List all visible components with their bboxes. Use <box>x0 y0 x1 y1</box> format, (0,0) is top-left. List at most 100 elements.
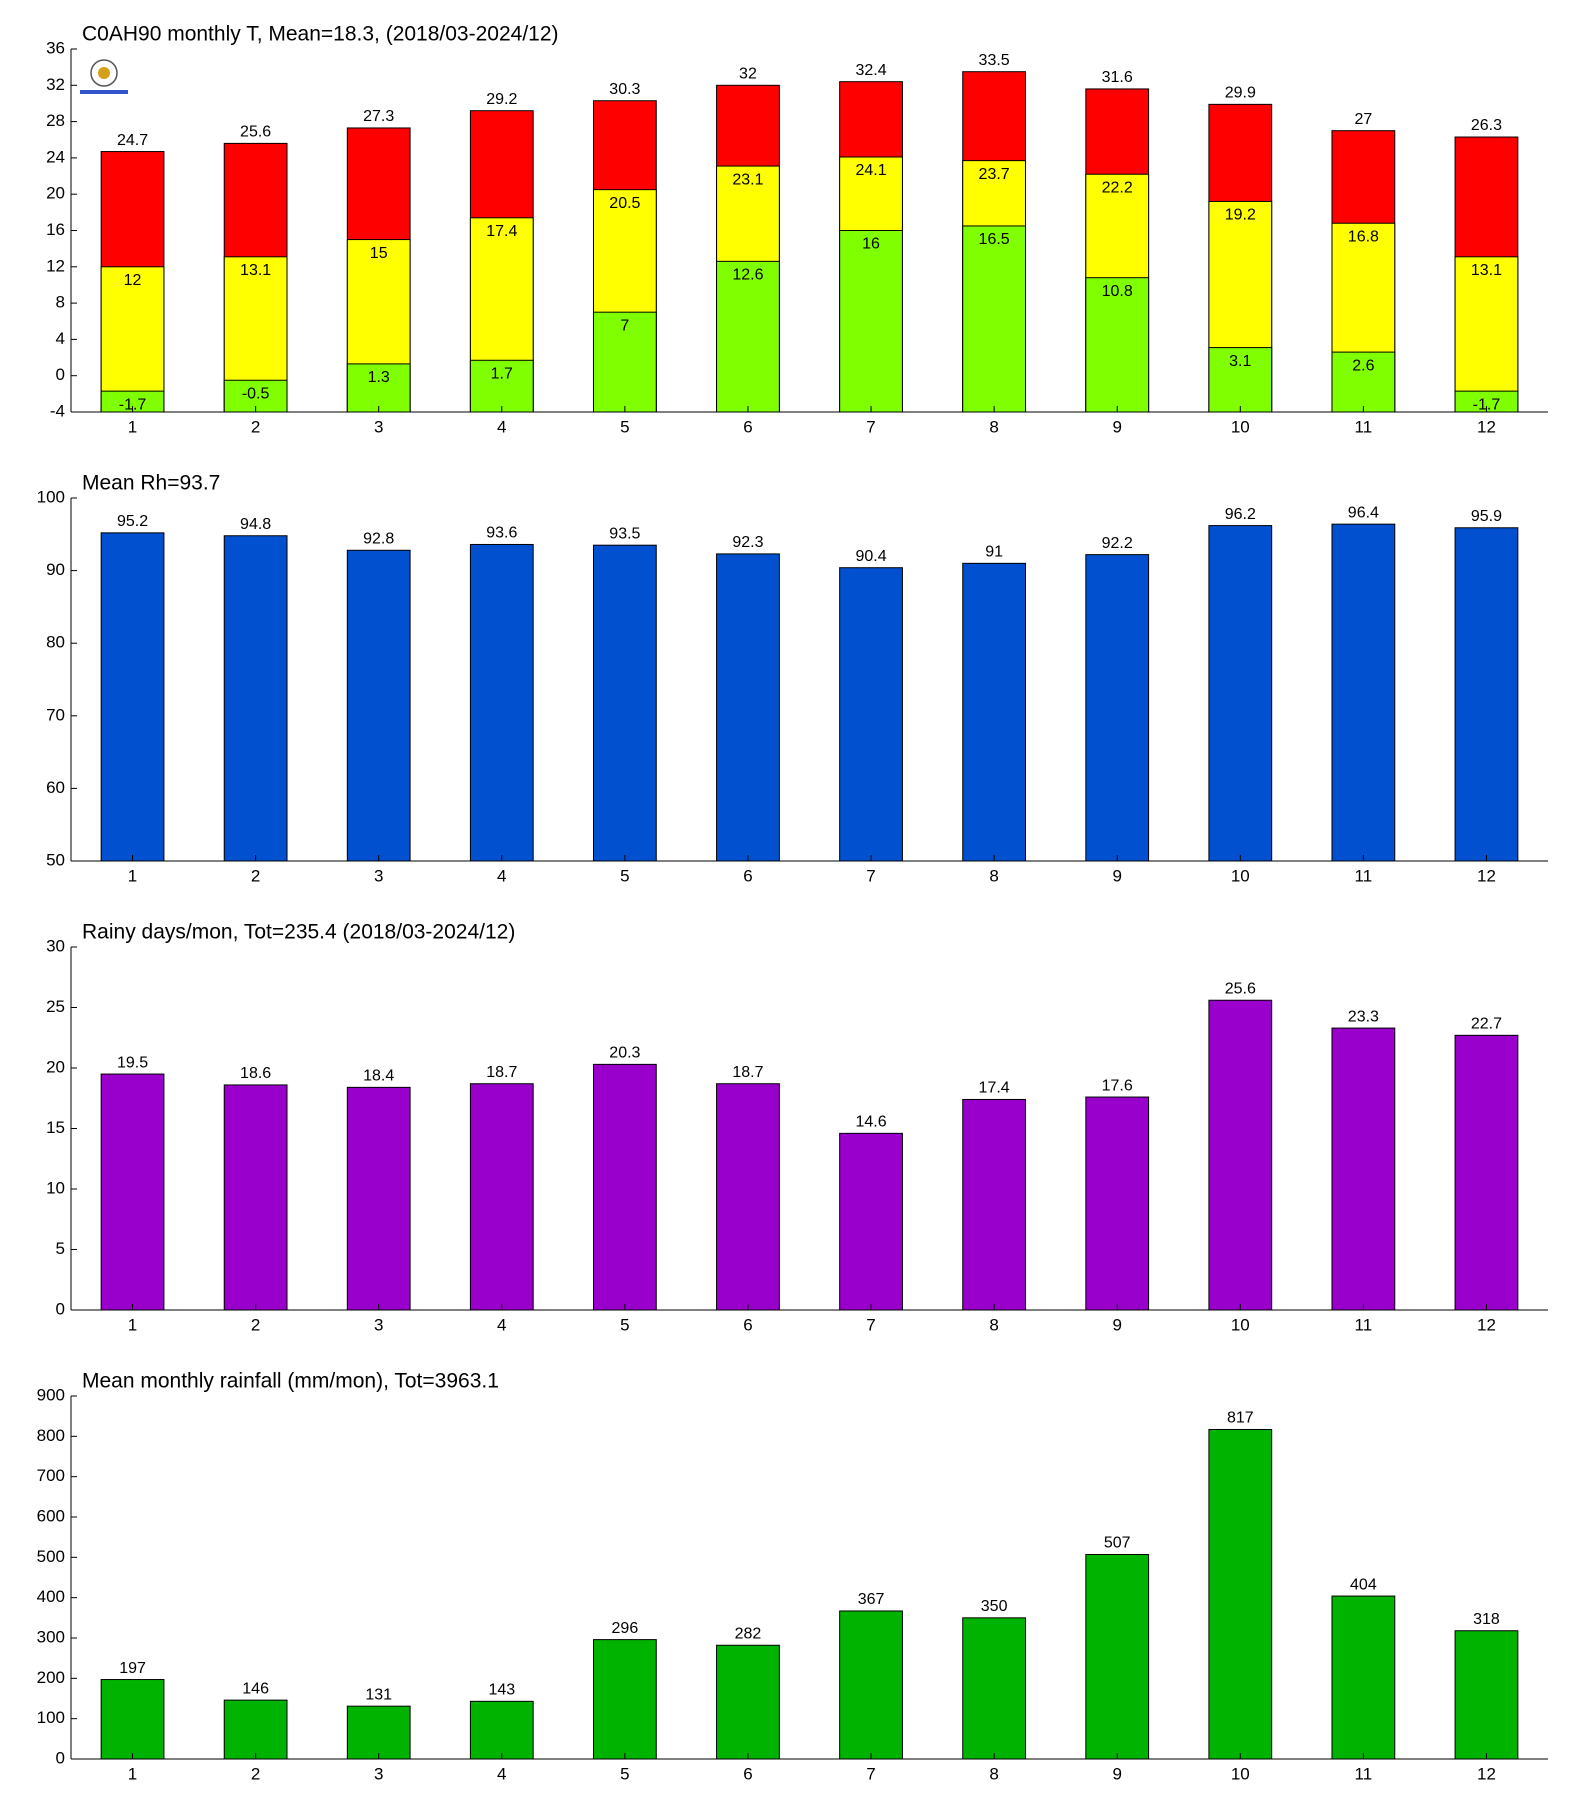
value-label: 17.4 <box>979 1080 1010 1097</box>
value-label: 14.6 <box>855 1114 886 1131</box>
bar <box>1208 999 1273 1311</box>
x-tick-label: 8 <box>989 1315 998 1334</box>
value-label: -1.7 <box>119 396 147 413</box>
bar <box>1085 554 1150 862</box>
y-tick-label: -4 <box>50 401 65 420</box>
y-tick-label: 16 <box>46 220 65 239</box>
y-tick-label: 500 <box>37 1547 65 1566</box>
y-tick-label: 25 <box>46 997 65 1016</box>
x-tick-label: 5 <box>620 866 629 885</box>
value-label: 17.6 <box>1102 1077 1133 1094</box>
y-tick-label: 200 <box>37 1668 65 1687</box>
x-tick-label: 7 <box>866 1764 875 1783</box>
chart-panel: Mean monthly rainfall (mm/mon), Tot=3963… <box>37 1370 1548 1783</box>
value-label: 19.5 <box>117 1054 148 1071</box>
y-tick-label: 8 <box>56 293 65 312</box>
chart-panel: Rainy days/mon, Tot=235.4 (2018/03-2024/… <box>46 921 1548 1334</box>
x-tick-label: 5 <box>620 417 629 436</box>
bar <box>1085 1554 1150 1760</box>
x-tick-label: 6 <box>743 866 752 885</box>
x-tick-label: 6 <box>743 1315 752 1334</box>
chart-title: C0AH90 monthly T, Mean=18.3, (2018/03-20… <box>82 23 559 46</box>
bar <box>592 1063 657 1311</box>
value-label: -0.5 <box>242 385 270 402</box>
value-label: 16 <box>862 236 880 253</box>
x-tick-label: 1 <box>128 866 137 885</box>
value-label: 1.3 <box>368 369 390 386</box>
value-label: 3.1 <box>1229 353 1251 370</box>
bar <box>1331 1027 1396 1311</box>
value-label: 27 <box>1354 111 1372 128</box>
bar <box>346 1705 411 1760</box>
value-label: 15 <box>370 245 388 262</box>
bar <box>1454 527 1519 862</box>
x-tick-label: 1 <box>128 1764 137 1783</box>
bar <box>716 553 780 862</box>
y-tick-label: 4 <box>56 329 65 348</box>
value-label: 29.2 <box>486 91 517 108</box>
bar <box>592 544 657 862</box>
x-tick-label: 2 <box>251 417 260 436</box>
x-tick-label: 9 <box>1112 1315 1121 1334</box>
bar <box>469 1083 534 1311</box>
y-tick-label: 36 <box>46 38 65 57</box>
bar <box>1331 351 1396 413</box>
bar <box>592 311 657 413</box>
bar <box>100 266 165 413</box>
y-tick-label: 10 <box>46 1178 65 1197</box>
value-label: 507 <box>1104 1535 1131 1552</box>
x-tick-label: 5 <box>620 1315 629 1334</box>
x-tick-label: 4 <box>497 1315 506 1334</box>
bar <box>100 1073 165 1311</box>
x-tick-label: 4 <box>497 866 506 885</box>
value-label: 24.1 <box>855 162 886 179</box>
bar <box>100 1679 165 1760</box>
value-label: 318 <box>1473 1611 1500 1628</box>
y-tick-label: 400 <box>37 1587 65 1606</box>
value-label: 16.5 <box>979 231 1010 248</box>
chart-title: Mean monthly rainfall (mm/mon), Tot=3963… <box>82 1370 499 1393</box>
value-label: 23.7 <box>979 166 1010 183</box>
bar <box>962 562 1027 862</box>
bar <box>716 1083 780 1311</box>
x-tick-label: 3 <box>374 417 383 436</box>
value-label: 93.6 <box>486 525 517 542</box>
bar <box>223 535 288 862</box>
x-tick-label: 9 <box>1112 417 1121 436</box>
bar <box>1331 523 1396 862</box>
bar <box>1085 277 1150 413</box>
value-label: 10.8 <box>1102 283 1133 300</box>
bar <box>100 532 165 862</box>
x-tick-label: 11 <box>1355 1764 1373 1783</box>
value-label: 18.7 <box>486 1064 517 1081</box>
bar <box>839 567 903 862</box>
y-tick-label: 60 <box>46 778 65 797</box>
y-tick-label: 24 <box>46 147 65 166</box>
bar <box>1208 1428 1273 1760</box>
chart-panel: C0AH90 monthly T, Mean=18.3, (2018/03-20… <box>46 23 1548 436</box>
x-tick-label: 10 <box>1231 1764 1250 1783</box>
y-tick-label: 80 <box>46 633 65 652</box>
x-tick-label: 7 <box>866 1315 875 1334</box>
value-label: 146 <box>242 1680 269 1697</box>
logo-center <box>98 67 110 79</box>
x-tick-label: 3 <box>374 1315 383 1334</box>
y-tick-label: 28 <box>46 111 65 130</box>
bar <box>1454 256 1519 413</box>
x-tick-label: 6 <box>743 417 752 436</box>
y-tick-label: 15 <box>46 1118 65 1137</box>
x-tick-label: 2 <box>251 1315 260 1334</box>
y-tick-label: 20 <box>46 184 65 203</box>
y-tick-label: 32 <box>46 75 65 94</box>
x-tick-label: 4 <box>497 1764 506 1783</box>
bar <box>469 359 534 413</box>
value-label: 131 <box>365 1686 392 1703</box>
x-tick-label: 2 <box>251 1764 260 1783</box>
value-label: 32.4 <box>855 62 886 79</box>
bar <box>962 1098 1027 1311</box>
x-tick-label: 12 <box>1477 1764 1496 1783</box>
value-label: 30.3 <box>609 81 640 98</box>
x-tick-label: 5 <box>620 1764 629 1783</box>
y-tick-label: 12 <box>46 256 65 275</box>
